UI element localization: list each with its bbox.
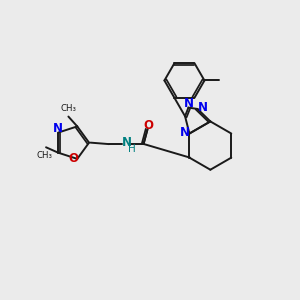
Text: O: O (68, 152, 78, 165)
Text: N: N (198, 101, 208, 114)
Text: O: O (143, 119, 153, 132)
Text: CH₃: CH₃ (60, 104, 76, 113)
Text: N: N (122, 136, 132, 149)
Text: H: H (128, 144, 136, 154)
Text: N: N (53, 122, 63, 135)
Text: N: N (184, 97, 194, 110)
Text: N: N (179, 126, 189, 139)
Text: CH₃: CH₃ (37, 151, 52, 160)
